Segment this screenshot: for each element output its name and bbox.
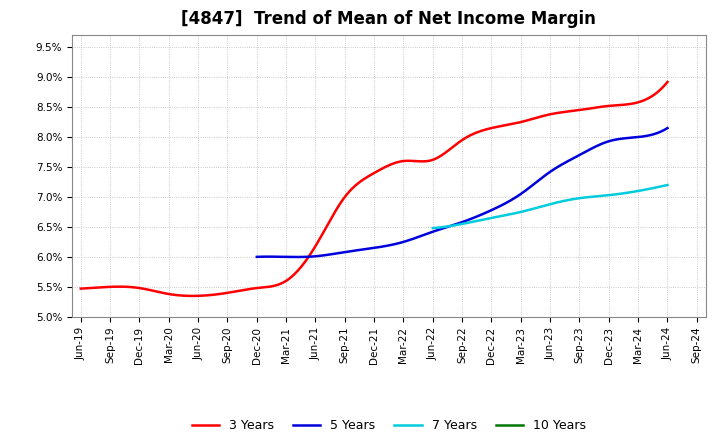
- 3 Years: [360, 176, 369, 182]
- 3 Years: [395, 159, 404, 165]
- Line: 3 Years: 3 Years: [81, 82, 667, 296]
- 7 Years: [621, 191, 629, 196]
- Line: 7 Years: 7 Years: [433, 185, 667, 228]
- 5 Years: [654, 130, 662, 135]
- 3 Years: [76, 286, 85, 291]
- 7 Years: [663, 182, 672, 187]
- 5 Years: [498, 202, 506, 208]
- 7 Years: [555, 199, 564, 205]
- Title: [4847]  Trend of Mean of Net Income Margin: [4847] Trend of Mean of Net Income Margi…: [181, 10, 596, 28]
- 5 Years: [475, 213, 484, 218]
- 7 Years: [428, 225, 437, 231]
- 5 Years: [451, 222, 459, 227]
- 5 Years: [253, 254, 261, 260]
- 3 Years: [559, 110, 567, 115]
- 5 Years: [449, 223, 457, 228]
- 7 Years: [541, 203, 550, 208]
- Legend: 3 Years, 5 Years, 7 Years, 10 Years: 3 Years, 5 Years, 7 Years, 10 Years: [186, 414, 591, 437]
- 3 Years: [188, 293, 197, 299]
- Line: 5 Years: 5 Years: [257, 128, 667, 257]
- 3 Years: [427, 158, 436, 163]
- 7 Years: [540, 203, 549, 209]
- 5 Years: [590, 145, 598, 150]
- 5 Years: [663, 125, 672, 131]
- 5 Years: [293, 254, 302, 260]
- 3 Years: [663, 79, 672, 84]
- 7 Years: [657, 183, 666, 189]
- 3 Years: [356, 179, 365, 184]
- 7 Years: [568, 197, 577, 202]
- 3 Years: [650, 92, 659, 97]
